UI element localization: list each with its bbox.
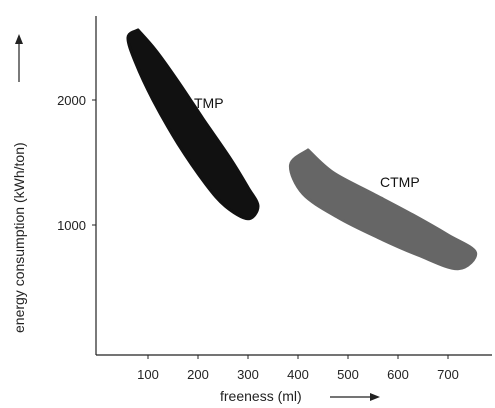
ticks-layer: 100 200 300 400 500 600 700 1000 2000	[57, 93, 459, 382]
y-tick-label: 1000	[57, 218, 86, 233]
labels-layer: freeness (ml) energy consumption (kWh/to…	[11, 34, 420, 404]
regions-layer	[126, 28, 478, 271]
x-tick-label: 200	[187, 367, 209, 382]
y-axis-title: energy consumption (kWh/ton)	[11, 142, 27, 333]
y-axis-arrowhead	[15, 34, 23, 44]
x-tick-label: 400	[287, 367, 309, 382]
y-tick-label: 2000	[57, 93, 86, 108]
x-axis-title: freeness (ml)	[220, 388, 302, 404]
series-label-ctmp: CTMP	[380, 174, 420, 190]
x-tick-label: 100	[137, 367, 159, 382]
series-label-tmp: TMP	[194, 95, 224, 111]
region-ctmp	[288, 148, 478, 271]
x-tick-label: 700	[437, 367, 459, 382]
region-tmp	[126, 28, 260, 221]
x-tick-label: 300	[237, 367, 259, 382]
x-tick-label: 600	[387, 367, 409, 382]
x-tick-label: 500	[337, 367, 359, 382]
x-axis-arrowhead	[370, 393, 380, 401]
axes-layer	[95, 16, 492, 356]
